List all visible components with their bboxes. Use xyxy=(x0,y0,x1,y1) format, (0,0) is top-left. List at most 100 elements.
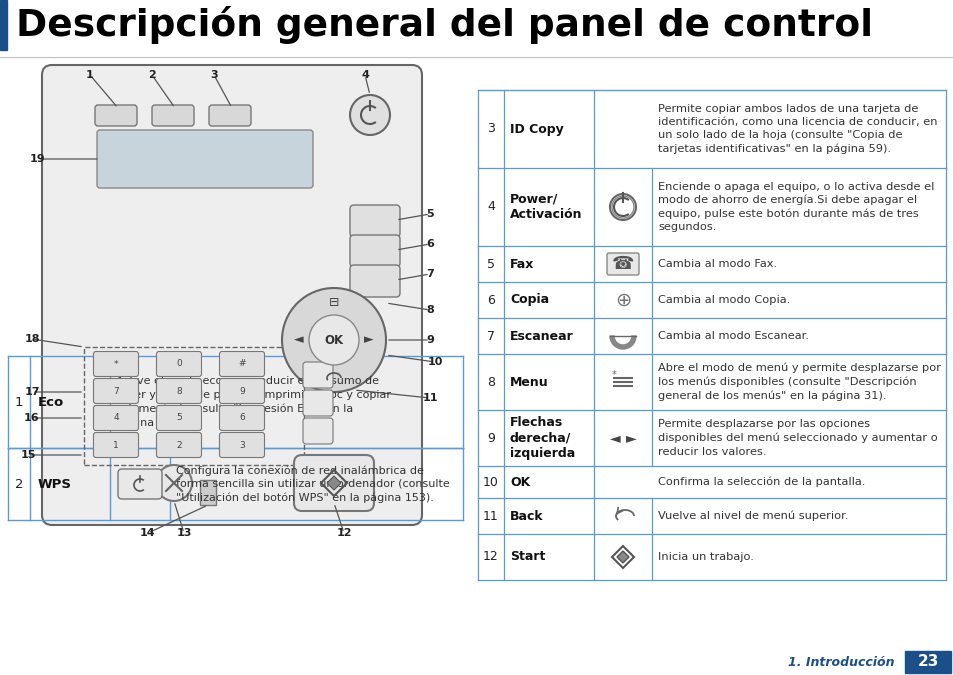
Text: 4: 4 xyxy=(113,414,119,423)
Text: 18: 18 xyxy=(24,334,40,344)
FancyBboxPatch shape xyxy=(93,406,138,431)
FancyBboxPatch shape xyxy=(219,406,264,431)
Bar xyxy=(0,0,7,50)
Text: 0: 0 xyxy=(176,360,182,369)
Bar xyxy=(904,651,950,673)
Text: ◄: ◄ xyxy=(294,333,303,346)
Text: 5: 5 xyxy=(486,257,495,271)
FancyBboxPatch shape xyxy=(606,253,639,275)
Text: 7: 7 xyxy=(426,269,434,279)
FancyBboxPatch shape xyxy=(350,205,399,237)
Text: 7: 7 xyxy=(486,329,495,342)
Text: 9: 9 xyxy=(487,431,495,445)
Text: Cambia al modo Escanear.: Cambia al modo Escanear. xyxy=(658,331,808,341)
FancyBboxPatch shape xyxy=(156,406,201,431)
Text: 13: 13 xyxy=(176,528,192,538)
Text: 11: 11 xyxy=(422,393,437,403)
FancyBboxPatch shape xyxy=(93,352,138,377)
FancyBboxPatch shape xyxy=(303,362,333,388)
Circle shape xyxy=(282,288,386,392)
FancyBboxPatch shape xyxy=(118,469,162,499)
FancyBboxPatch shape xyxy=(350,265,399,297)
Text: Enciende o apaga el equipo, o lo activa desde el
modo de ahorro de energía.Si de: Enciende o apaga el equipo, o lo activa … xyxy=(658,182,933,232)
FancyBboxPatch shape xyxy=(303,390,333,416)
Text: OK: OK xyxy=(510,475,530,489)
Text: 9: 9 xyxy=(239,387,245,396)
Text: 14: 14 xyxy=(140,528,155,538)
Text: Fax: Fax xyxy=(510,257,534,271)
Text: 8: 8 xyxy=(426,305,434,315)
FancyBboxPatch shape xyxy=(209,105,251,126)
FancyBboxPatch shape xyxy=(219,433,264,458)
FancyBboxPatch shape xyxy=(93,433,138,458)
Text: Descripción general del panel de control: Descripción general del panel de control xyxy=(16,6,872,44)
Text: 11: 11 xyxy=(482,510,498,522)
Text: 7: 7 xyxy=(113,387,119,396)
Text: 15: 15 xyxy=(20,450,35,460)
Text: Menu: Menu xyxy=(510,375,548,389)
Text: Escanear: Escanear xyxy=(510,329,573,342)
Text: Copia: Copia xyxy=(510,294,549,306)
Text: 4: 4 xyxy=(360,70,369,80)
Text: 17: 17 xyxy=(24,387,40,397)
Text: 1: 1 xyxy=(86,70,93,80)
Text: ►: ► xyxy=(364,333,374,346)
FancyBboxPatch shape xyxy=(156,433,201,458)
Text: 1. Introducción: 1. Introducción xyxy=(788,655,894,668)
Text: ID Copy: ID Copy xyxy=(510,122,563,136)
Text: 8: 8 xyxy=(486,375,495,389)
Text: 2: 2 xyxy=(176,441,182,450)
Wedge shape xyxy=(609,336,636,349)
Circle shape xyxy=(309,315,358,365)
Text: ◄: ◄ xyxy=(609,431,619,445)
Text: *: * xyxy=(113,360,118,369)
FancyBboxPatch shape xyxy=(294,455,374,511)
Text: 10: 10 xyxy=(427,357,442,367)
Polygon shape xyxy=(327,476,340,490)
Text: 23: 23 xyxy=(917,655,938,670)
Text: Cambia al modo Fax.: Cambia al modo Fax. xyxy=(658,259,777,269)
Text: Permite desplazarse por las opciones
disponibles del menú seleccionado y aumenta: Permite desplazarse por las opciones dis… xyxy=(658,419,937,456)
Text: ⊟: ⊟ xyxy=(329,296,339,310)
Text: Power/
Activación: Power/ Activación xyxy=(510,193,582,221)
Bar xyxy=(84,347,304,465)
FancyBboxPatch shape xyxy=(42,65,421,525)
Text: 5: 5 xyxy=(426,209,434,219)
Text: 6: 6 xyxy=(426,239,434,249)
FancyBboxPatch shape xyxy=(93,379,138,404)
FancyBboxPatch shape xyxy=(219,352,264,377)
Text: 5: 5 xyxy=(176,414,182,423)
Text: OK: OK xyxy=(324,333,343,346)
Text: 2: 2 xyxy=(148,70,155,80)
Text: Confirma la selección de la pantalla.: Confirma la selección de la pantalla. xyxy=(658,477,864,487)
Text: 3: 3 xyxy=(210,70,217,80)
FancyBboxPatch shape xyxy=(97,130,313,188)
Text: Vuelve al nivel de menú superior.: Vuelve al nivel de menú superior. xyxy=(658,511,847,521)
Polygon shape xyxy=(617,551,628,563)
Circle shape xyxy=(350,95,390,135)
Text: ☎: ☎ xyxy=(611,255,634,273)
Text: Abre el modo de menú y permite desplazarse por
los menús disponibles (consulte ": Abre el modo de menú y permite desplazar… xyxy=(658,363,940,401)
Text: 19: 19 xyxy=(30,154,46,164)
Text: 3: 3 xyxy=(487,122,495,136)
Text: 12: 12 xyxy=(335,528,352,538)
FancyBboxPatch shape xyxy=(350,235,399,267)
Bar xyxy=(200,480,215,505)
FancyBboxPatch shape xyxy=(219,379,264,404)
Text: 9: 9 xyxy=(426,335,434,345)
Text: Flechas
derecha/
izquierda: Flechas derecha/ izquierda xyxy=(510,416,575,460)
Text: 10: 10 xyxy=(482,475,498,489)
Text: ⊕: ⊕ xyxy=(614,290,631,310)
Text: Start: Start xyxy=(510,551,545,564)
Text: Eco: Eco xyxy=(38,396,64,408)
Text: WPS: WPS xyxy=(38,477,71,491)
Text: Cambia al modo Copia.: Cambia al modo Copia. xyxy=(658,295,789,305)
Text: 1: 1 xyxy=(113,441,119,450)
FancyBboxPatch shape xyxy=(95,105,137,126)
Text: Active el modo eco para reducir el consumo de
tóner y el uso de papel al imprimi: Active el modo eco para reducir el consu… xyxy=(116,376,391,428)
Text: 12: 12 xyxy=(482,551,498,564)
Text: 2: 2 xyxy=(14,477,23,491)
Text: 6: 6 xyxy=(487,294,495,306)
Text: 3: 3 xyxy=(239,441,245,450)
Text: Configura la conexión de red inalámbrica de
forma sencilla sin utilizar un orden: Configura la conexión de red inalámbrica… xyxy=(175,465,449,503)
